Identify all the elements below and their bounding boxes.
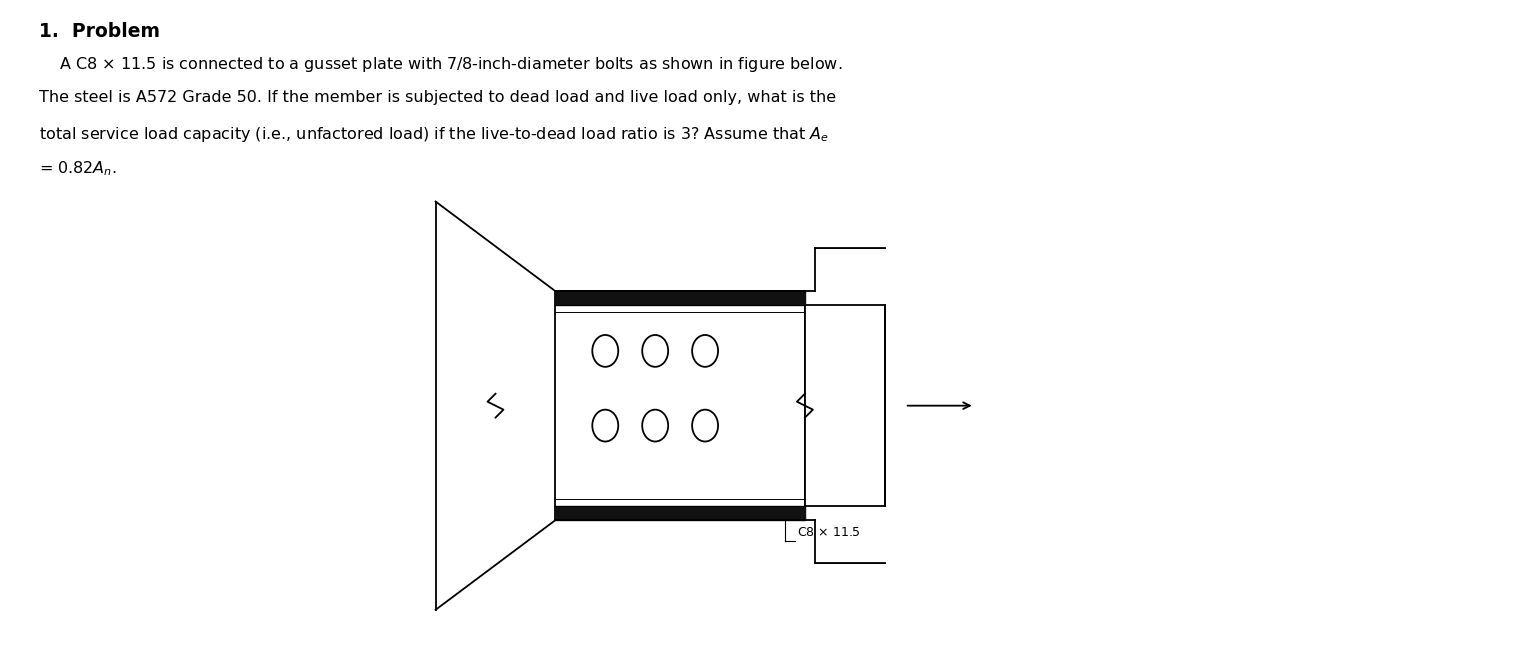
Bar (556, 291, 805, 520)
Text: The steel is A572 Grade 50. If the member is subjected to dead load and live loa: The steel is A572 Grade 50. If the membe… (39, 90, 836, 105)
Text: 1.  Problem: 1. Problem (39, 22, 161, 41)
Ellipse shape (692, 409, 718, 441)
Ellipse shape (642, 409, 668, 441)
Text: total service load capacity (i.e., unfactored load) if the live-to-dead load rat: total service load capacity (i.e., unfac… (39, 125, 829, 144)
Text: = 0.82$\mathit{A_n}$.: = 0.82$\mathit{A_n}$. (39, 159, 117, 178)
Text: C8 $\times$ 11.5: C8 $\times$ 11.5 (797, 526, 861, 539)
Ellipse shape (592, 409, 618, 441)
Text: A C8 $\times$ 11.5 is connected to a gusset plate with 7/8-inch-diameter bolts a: A C8 $\times$ 11.5 is connected to a gus… (39, 55, 842, 74)
Ellipse shape (592, 335, 618, 367)
Bar (805, 305, 885, 506)
Ellipse shape (642, 335, 668, 367)
Ellipse shape (692, 335, 718, 367)
